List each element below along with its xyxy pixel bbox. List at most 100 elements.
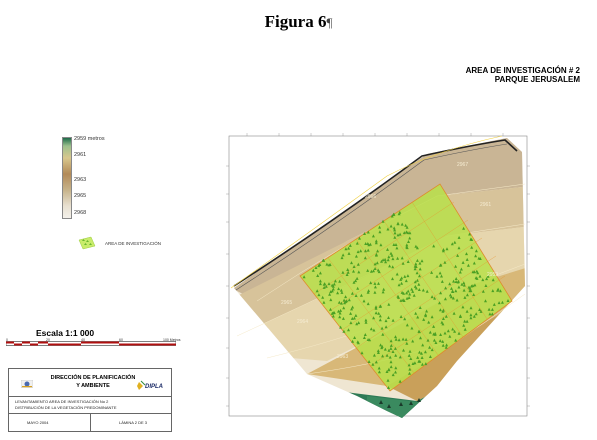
tree-icon bbox=[387, 386, 390, 389]
tree-icon bbox=[355, 322, 359, 326]
tree-icon bbox=[451, 327, 455, 331]
tree-icon bbox=[408, 371, 411, 375]
tree-icon bbox=[379, 343, 383, 347]
tree-icon bbox=[411, 362, 415, 365]
tree-icon bbox=[367, 360, 371, 363]
tree-icon bbox=[476, 271, 480, 275]
legend-label-3: 2965 bbox=[74, 193, 87, 199]
tree-icon bbox=[397, 212, 401, 216]
desc-line2: DISTRIBUCIÓN DE LA VEGETACIÓN PREDOMINAN… bbox=[15, 405, 117, 410]
tree-icon bbox=[389, 346, 393, 350]
tree-icon bbox=[471, 270, 475, 274]
tree-icon bbox=[408, 367, 412, 371]
tree-icon bbox=[373, 281, 377, 285]
tree-icon bbox=[377, 370, 381, 374]
vegetation-trees bbox=[302, 210, 510, 389]
tree-icon bbox=[348, 243, 352, 247]
tree-icon bbox=[391, 318, 395, 322]
tree-icon bbox=[376, 349, 380, 353]
tree-icon bbox=[340, 301, 343, 305]
scale-tick-2: 40 bbox=[81, 338, 85, 342]
tree-icon bbox=[466, 263, 470, 267]
tree-icon bbox=[337, 287, 341, 291]
tree-icon bbox=[454, 338, 458, 342]
tree-icon bbox=[457, 246, 461, 250]
tree-icon bbox=[422, 317, 426, 321]
tree-icon bbox=[404, 279, 408, 283]
tree-icon bbox=[387, 302, 391, 306]
tree-icon bbox=[486, 274, 490, 278]
tree-icon bbox=[463, 327, 467, 331]
road-line bbox=[233, 139, 518, 287]
tree-icon bbox=[394, 243, 398, 246]
tree-icon bbox=[389, 343, 393, 347]
tree-icon bbox=[339, 288, 343, 292]
tree-icon bbox=[352, 265, 356, 268]
area-title-line1: AREA DE INVESTIGACIÓN # 2 bbox=[465, 66, 580, 75]
tree-icon bbox=[421, 288, 425, 292]
tree-icon bbox=[343, 301, 347, 305]
tree-icon bbox=[381, 290, 385, 294]
tree-icon bbox=[380, 259, 383, 263]
tree-icon bbox=[451, 296, 455, 300]
tree-icon bbox=[406, 260, 410, 263]
contour-label-2965: 2965 bbox=[281, 300, 292, 306]
title-block-footer: MAYO 2004 LÁMINA 2 DE 3 bbox=[9, 413, 171, 431]
tree-icon bbox=[474, 249, 478, 253]
tree-icon bbox=[391, 277, 394, 281]
tree-icon bbox=[349, 311, 353, 315]
tree-icon bbox=[350, 307, 354, 311]
scale-tick-3: 60 bbox=[119, 338, 123, 342]
tree-icon bbox=[449, 295, 453, 299]
figure-title: Figura 6¶ bbox=[0, 12, 597, 32]
tree-icon bbox=[469, 313, 473, 317]
tree-icon bbox=[364, 318, 368, 322]
tree-icon bbox=[415, 278, 419, 282]
desc-line1: LEVANTAMIENTO AREA DE INVESTIGACIÓN No 2 bbox=[15, 399, 109, 404]
tree-icon bbox=[378, 314, 382, 318]
tree-icon bbox=[415, 246, 419, 250]
tree-icon bbox=[342, 329, 346, 333]
tree-icon bbox=[411, 289, 415, 293]
tree-icon bbox=[478, 257, 482, 260]
tree-icon bbox=[347, 328, 350, 332]
tree-icon bbox=[457, 285, 461, 289]
contour-label-2959: 2959 bbox=[487, 272, 498, 278]
contour-label-group: 2965 2964 2963 2966 2961 2959 2967 bbox=[281, 162, 498, 360]
tree-icon bbox=[468, 232, 472, 236]
org-line1: DIRECCIÓN DE PLANIFICACIÓN bbox=[50, 375, 136, 381]
tree-icon bbox=[340, 256, 344, 260]
tree-icon bbox=[354, 294, 358, 297]
tree-icon bbox=[441, 339, 445, 343]
area-legend-label: AREA DE INVESTIGACIÓN bbox=[105, 241, 162, 246]
tree-icon bbox=[458, 270, 462, 274]
tree-icon bbox=[401, 298, 405, 302]
tree-icon bbox=[393, 346, 397, 350]
tree-icon bbox=[430, 315, 434, 319]
tree-icon bbox=[366, 290, 370, 294]
tree-icon bbox=[430, 295, 434, 299]
tree-icon bbox=[438, 339, 442, 343]
tree-icon bbox=[454, 280, 458, 283]
tree-icon bbox=[427, 320, 431, 324]
tree-icon bbox=[376, 351, 380, 354]
tree-icon bbox=[378, 225, 382, 229]
tree-icon bbox=[358, 236, 361, 240]
tree-icon bbox=[405, 225, 409, 229]
tree-icon bbox=[462, 226, 466, 230]
tree-icon bbox=[450, 286, 453, 290]
tree-icon bbox=[424, 313, 428, 316]
tree-icon bbox=[496, 288, 500, 292]
tree-icon bbox=[347, 251, 351, 255]
tree-icon bbox=[377, 281, 380, 285]
tree-icon bbox=[414, 311, 418, 315]
tree-icon bbox=[381, 219, 385, 223]
tree-icon bbox=[336, 291, 340, 295]
vegetation-map: 2965 2964 2963 2966 2961 2959 2967 bbox=[226, 133, 530, 418]
tree-icon bbox=[385, 370, 389, 373]
tree-icon bbox=[364, 249, 367, 253]
tree-icon bbox=[362, 299, 366, 303]
tree-icon bbox=[413, 280, 417, 284]
tree-icon bbox=[366, 248, 370, 252]
tree-icon bbox=[376, 268, 380, 272]
